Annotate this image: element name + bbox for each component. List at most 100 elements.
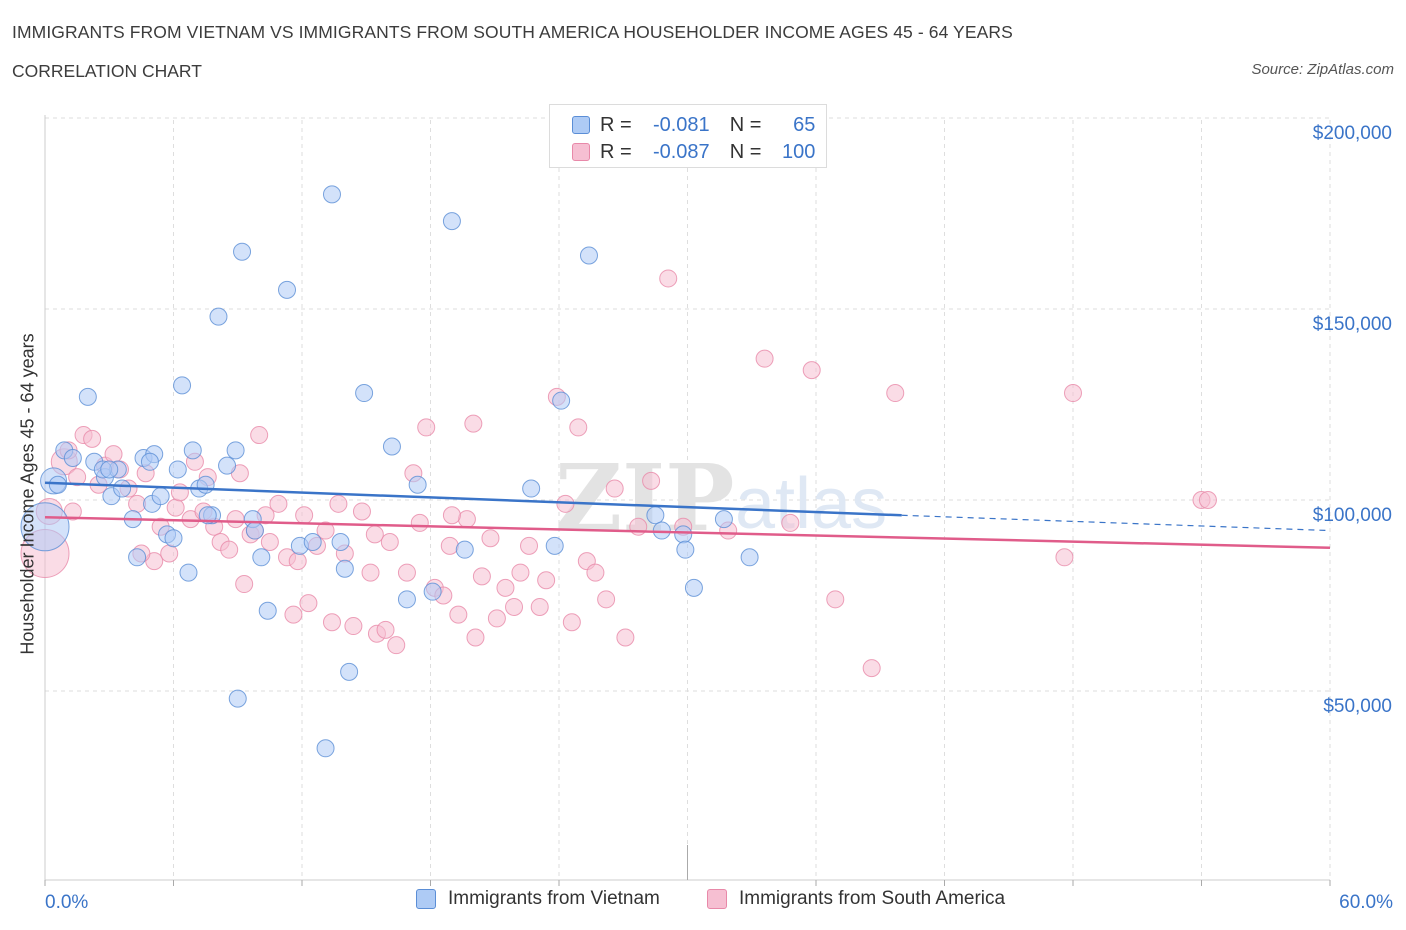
south-america-point: [505, 597, 524, 616]
y-tick-label: $150,000: [1313, 314, 1392, 335]
south-america-point: [269, 494, 288, 513]
south-america-point: [605, 479, 624, 498]
vietnam-point: [382, 437, 401, 456]
vietnam-point: [316, 739, 335, 758]
south-america-point: [886, 384, 905, 403]
watermark-atlas: atlas: [735, 464, 887, 544]
vietnam-point: [209, 307, 228, 326]
south-america-point: [160, 544, 179, 563]
south-america-point: [464, 414, 483, 433]
south-america-point: [511, 563, 530, 582]
vietnam-point: [423, 582, 442, 601]
vietnam-point: [63, 448, 82, 467]
vietnam-point: [113, 479, 132, 498]
vietnam-point: [646, 506, 665, 525]
south-america-point: [520, 536, 539, 555]
south-america-point: [569, 418, 588, 437]
south-america-point: [481, 529, 500, 548]
south-america-point: [170, 483, 189, 502]
vietnam-point: [408, 475, 427, 494]
vietnam-point: [168, 460, 187, 479]
vietnam-point: [579, 246, 598, 265]
south-america-point: [496, 578, 515, 597]
source-label: Source: ZipAtlas.com: [1251, 61, 1394, 78]
vietnam-point: [397, 590, 416, 609]
south-america-point: [344, 617, 363, 636]
legend-row-south-america: R = -0.087 N = 100: [572, 139, 815, 165]
south-america-point: [295, 506, 314, 525]
south-america-point: [616, 628, 635, 647]
r-label: R =: [600, 113, 632, 136]
south-america-point: [755, 349, 774, 368]
tick-labels: $50,000 $100,000 $150,000 $200,000 0.0% 60.0%: [45, 123, 1393, 913]
south-america-point: [284, 605, 303, 624]
vietnam-point: [278, 280, 297, 299]
vietnam-point: [714, 510, 733, 529]
vietnam-point: [740, 548, 759, 567]
vietnam-trend-extension: [901, 514, 1331, 532]
vietnam-point: [355, 384, 374, 403]
vietnam-point: [164, 529, 183, 548]
legend-row-vietnam: R = -0.081 N = 65: [572, 112, 815, 138]
legend-label-south-america: Immigrants from South America: [739, 888, 1006, 909]
y-tick-label: $100,000: [1313, 505, 1392, 526]
vietnam-point: [340, 662, 359, 681]
y-tick-label: $200,000: [1313, 123, 1392, 144]
south-america-point: [63, 502, 82, 521]
vietnam-point: [322, 185, 341, 204]
south-america-point: [597, 590, 616, 609]
vietnam-point: [179, 563, 198, 582]
south-america-legend-swatch: [707, 889, 727, 909]
axes: [44, 115, 1331, 886]
vietnam-point: [218, 456, 237, 475]
south-america-point: [235, 575, 254, 594]
south-america-point: [862, 659, 881, 678]
south-america-point: [316, 521, 335, 540]
vietnam-point: [100, 460, 119, 479]
south-america-point: [128, 494, 147, 513]
x-tick-label: 0.0%: [45, 892, 88, 913]
watermark-zip: ZIP: [555, 444, 734, 552]
r-value: -0.087: [652, 140, 710, 163]
south-america-point: [226, 510, 245, 529]
south-america-point: [562, 613, 581, 632]
south-america-point: [417, 418, 436, 437]
legend-item-vietnam: Immigrants from Vietnam: [416, 888, 660, 910]
south-america-point: [586, 563, 605, 582]
chart-subtitle: CORRELATION CHART: [12, 61, 202, 81]
vietnam-point: [522, 479, 541, 498]
south-america-swatch: [572, 143, 590, 161]
south-america-point: [781, 513, 800, 532]
south-america-point: [466, 628, 485, 647]
south-america-point: [397, 563, 416, 582]
south-america-point: [220, 540, 239, 559]
legend-label-vietnam: Immigrants from Vietnam: [448, 888, 660, 909]
vietnam-point: [335, 559, 354, 578]
vietnam-point: [442, 212, 461, 231]
south-america-point: [487, 609, 506, 628]
south-america-point: [365, 525, 384, 544]
south-america-point: [352, 502, 371, 521]
n-label: N =: [729, 113, 762, 136]
south-america-point: [472, 567, 491, 586]
vietnam-point: [226, 441, 245, 460]
chart-title: IMMIGRANTS FROM VIETNAM VS IMMIGRANTS FR…: [12, 22, 1013, 42]
n-value: 100: [782, 140, 816, 163]
n-value: 65: [793, 113, 816, 136]
vietnam-point: [128, 548, 147, 567]
vietnam-point: [233, 242, 252, 261]
south-america-point: [361, 563, 380, 582]
data-points: [20, 185, 1217, 758]
south-america-point: [104, 445, 123, 464]
south-america-point: [826, 590, 845, 609]
vietnam-point: [676, 540, 695, 559]
south-america-point: [1064, 384, 1082, 403]
south-america-point: [376, 620, 395, 639]
south-america-point: [449, 605, 468, 624]
south-america-point: [299, 594, 318, 613]
vietnam-point: [684, 578, 703, 597]
south-america-point: [380, 533, 399, 552]
vietnam-point: [455, 540, 474, 559]
vietnam-point: [545, 536, 564, 555]
